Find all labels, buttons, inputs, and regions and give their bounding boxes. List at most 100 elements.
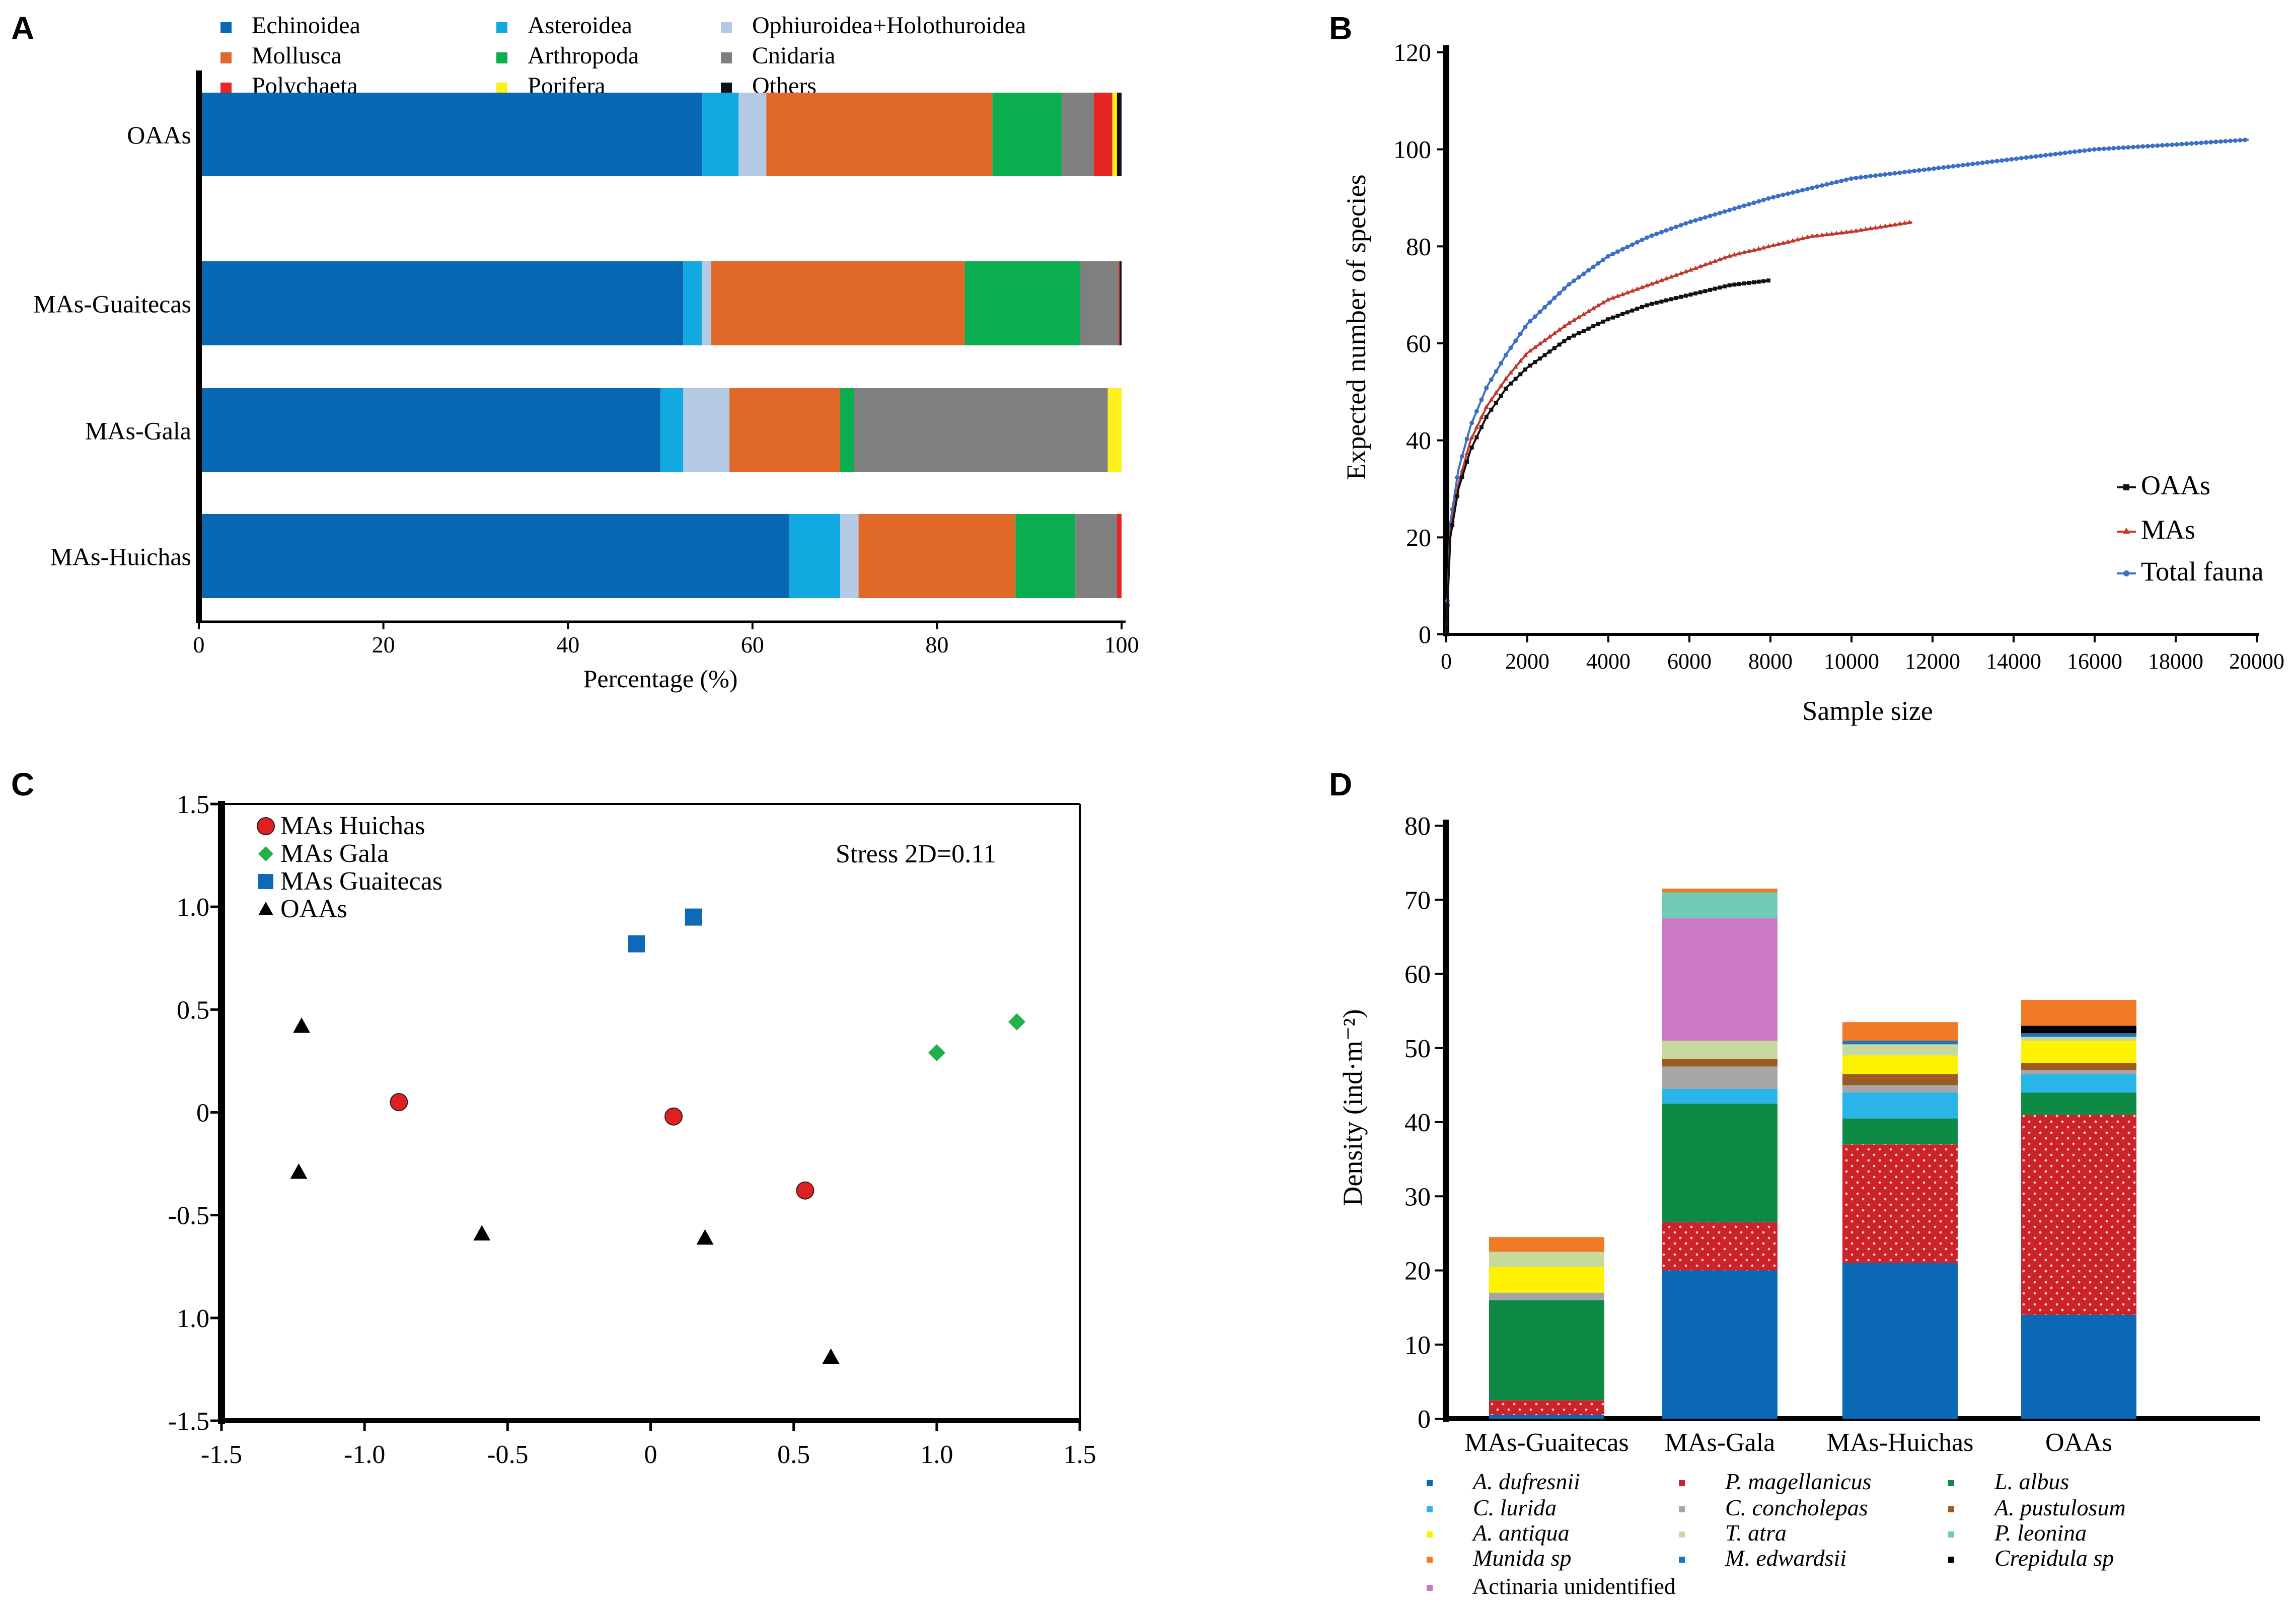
line-marker (1640, 238, 1645, 243)
line-marker (1878, 173, 1883, 178)
line-marker (1508, 345, 1513, 350)
line-marker (1863, 226, 1869, 231)
y-tick-label: 120 (1393, 38, 1431, 66)
legend-label: A. pustulosum (1993, 1495, 2126, 1520)
y-tick-label: 10 (1404, 1331, 1431, 1360)
x-tick-label: 0.5 (777, 1440, 810, 1469)
line-marker (1615, 293, 1620, 298)
legend-label: Asteroidea (528, 12, 632, 39)
line-marker (2014, 156, 2019, 161)
line-marker (2233, 138, 2238, 143)
x-tick-label: 14000 (1986, 649, 2041, 674)
line-marker (1513, 364, 1518, 369)
bar-segment-oaas-mollusca (766, 93, 993, 176)
legend-label: L. albus (1994, 1469, 2069, 1494)
line-marker (1581, 271, 1586, 276)
line-marker (2029, 155, 2034, 160)
x-tick-label: -1.5 (201, 1440, 242, 1469)
line-marker (1713, 286, 1717, 291)
line-marker (1713, 212, 1718, 217)
line-marker (1761, 279, 1766, 283)
legend-label: P. magellanicus (1725, 1469, 1871, 1494)
bar-segment-oaas-c-concholepas (2021, 1070, 2136, 1074)
x-tick-label: 4000 (1586, 649, 1631, 674)
bar-segment-oaas-crepidula-sp (2021, 1026, 2136, 1034)
line-marker (1931, 166, 1936, 171)
point-mas-guaitecas (628, 935, 645, 953)
bar-segment-mas-gala-p-leonina (1662, 892, 1777, 918)
line-marker (2160, 143, 2165, 148)
panel-a-x-axis-title: Percentage (%) (583, 665, 738, 693)
bar-segment-oaas-polychaeta (1094, 93, 1113, 176)
line-marker (1479, 397, 1484, 402)
y-tick-label: 1.0 (177, 893, 209, 922)
line-marker (1673, 272, 1679, 277)
line-marker (2072, 149, 2078, 154)
line-marker (1518, 358, 1523, 363)
line-marker (1659, 300, 1664, 304)
line-marker (1591, 306, 1596, 311)
line-marker (1912, 169, 1917, 173)
line-marker (1601, 257, 1605, 262)
line-marker (1624, 289, 1630, 295)
line-marker (1450, 523, 1455, 528)
line-marker (2102, 147, 2106, 152)
line-marker (1805, 234, 1810, 239)
x-tick-label: 0 (1441, 649, 1452, 674)
line-marker (1741, 249, 1747, 254)
panel-a-bars: OAAs MAs-Guaitecas MAs-Gala MAs-Huichas (33, 93, 1122, 598)
line-marker (1848, 229, 1854, 234)
legend-label: Echinoidea (252, 12, 360, 39)
line-marker (1785, 239, 1791, 244)
line-marker (1615, 314, 1620, 318)
line-marker (1727, 207, 1732, 212)
line-marker (1790, 190, 1795, 195)
line-marker (1620, 312, 1625, 316)
line-marker (1625, 310, 1630, 315)
line-marker (1557, 342, 1562, 347)
legend-swatch (1427, 1506, 1433, 1512)
bar-segment-mas-huichas-c-concholepas (1842, 1085, 1958, 1093)
line-marker (1843, 229, 1849, 234)
legend-swatch (1427, 1531, 1433, 1538)
line-marker (2024, 155, 2029, 160)
line-marker (1756, 199, 1761, 204)
line-marker (1766, 278, 1770, 283)
line-marker (2184, 141, 2189, 147)
bar-segment-mas-guaitecas-c-concholepas (1489, 1292, 1604, 1300)
line-marker (1566, 320, 1572, 325)
line-marker (1868, 174, 1873, 179)
bar-segment-mas-guaitecas-t-atra (1489, 1252, 1604, 1267)
line-marker (1703, 289, 1708, 294)
line-marker (1562, 339, 1567, 343)
line-marker (1819, 183, 1824, 188)
line-marker (1577, 331, 1581, 335)
panel-a-legend: EchinoideaMolluscaPolychaetaAsteroideaAr… (220, 12, 1026, 99)
line-marker (1698, 216, 1703, 222)
legend-label: Total fauna (2141, 556, 2264, 587)
line-marker (1644, 282, 1650, 287)
line-marker (1679, 295, 1683, 299)
line-marker (1610, 251, 1615, 256)
panel-b-axes: 0 20 40 60 80 100 120 0 2000 4000 6000 8000 10000 120… (1393, 38, 2284, 674)
bar-segment-mas-gala-c-concholepas (1662, 1066, 1777, 1089)
rarefaction-markers-oaas (1445, 278, 1770, 608)
line-marker (2213, 139, 2218, 144)
rarefaction-line-oaas (1445, 279, 1771, 635)
line-marker (1805, 187, 1810, 191)
line-marker (1693, 218, 1698, 223)
line-marker (2140, 144, 2145, 149)
y-tick-label: 20 (1406, 523, 1431, 551)
rarefaction-line-total-fauna (1445, 138, 2249, 635)
line-marker (2150, 143, 2155, 149)
line-marker (1941, 165, 1946, 170)
line-marker (1683, 221, 1688, 226)
line-marker (1669, 226, 1674, 231)
line-marker (1718, 285, 1722, 290)
line-marker (2135, 144, 2140, 149)
line-marker (1649, 233, 1654, 238)
legend-swatch (1427, 1480, 1433, 1486)
legend-label: Crepidula sp (1994, 1545, 2114, 1571)
